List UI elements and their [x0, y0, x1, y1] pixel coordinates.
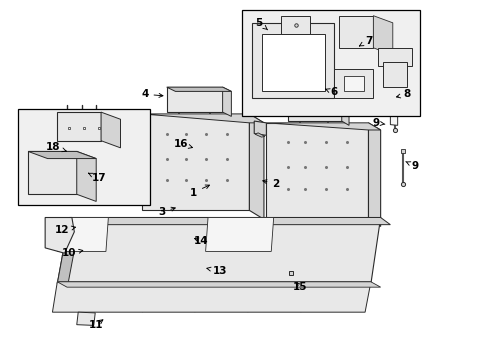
- Polygon shape: [57, 217, 380, 284]
- Polygon shape: [334, 69, 372, 98]
- Polygon shape: [101, 112, 120, 148]
- Polygon shape: [254, 121, 266, 135]
- Polygon shape: [287, 98, 348, 102]
- Polygon shape: [409, 93, 415, 111]
- Polygon shape: [251, 23, 334, 98]
- Polygon shape: [389, 116, 397, 125]
- Text: 1: 1: [189, 185, 209, 198]
- Polygon shape: [77, 312, 95, 325]
- Polygon shape: [344, 76, 363, 91]
- Polygon shape: [166, 87, 231, 91]
- Polygon shape: [385, 91, 409, 107]
- Text: 3: 3: [158, 207, 175, 217]
- Polygon shape: [266, 123, 368, 219]
- Polygon shape: [385, 91, 415, 96]
- Polygon shape: [255, 133, 264, 137]
- Text: 2: 2: [262, 179, 279, 189]
- Polygon shape: [52, 282, 370, 312]
- Polygon shape: [57, 217, 108, 251]
- Text: 4: 4: [141, 89, 163, 99]
- Text: 7: 7: [359, 36, 371, 46]
- Polygon shape: [281, 16, 309, 33]
- Text: 5: 5: [255, 18, 267, 30]
- Polygon shape: [166, 87, 222, 112]
- Polygon shape: [57, 282, 380, 287]
- Text: 8: 8: [396, 89, 410, 99]
- Polygon shape: [249, 114, 264, 219]
- Polygon shape: [77, 152, 96, 202]
- Polygon shape: [341, 98, 348, 125]
- Polygon shape: [382, 62, 407, 87]
- Polygon shape: [45, 217, 74, 253]
- Polygon shape: [222, 87, 231, 116]
- Polygon shape: [261, 33, 324, 91]
- Polygon shape: [57, 217, 79, 289]
- Text: 14: 14: [193, 236, 207, 246]
- Polygon shape: [377, 48, 411, 66]
- Polygon shape: [205, 217, 273, 251]
- Text: 10: 10: [62, 248, 82, 258]
- Text: 15: 15: [293, 282, 307, 292]
- Text: 6: 6: [325, 87, 337, 98]
- Text: 9: 9: [371, 118, 384, 128]
- Polygon shape: [142, 114, 264, 123]
- Text: 18: 18: [46, 142, 66, 152]
- Text: 12: 12: [55, 225, 75, 235]
- Polygon shape: [368, 123, 380, 226]
- Polygon shape: [69, 217, 389, 225]
- Polygon shape: [142, 114, 249, 210]
- Text: 17: 17: [88, 173, 106, 183]
- Text: 16: 16: [174, 139, 192, 149]
- Bar: [19, 109, 149, 205]
- Polygon shape: [372, 16, 392, 55]
- Polygon shape: [266, 123, 380, 130]
- Polygon shape: [370, 100, 387, 111]
- Polygon shape: [28, 152, 96, 158]
- Polygon shape: [57, 112, 101, 141]
- Bar: [242, 10, 419, 116]
- Text: 13: 13: [206, 266, 227, 276]
- Polygon shape: [28, 152, 77, 194]
- Polygon shape: [339, 16, 372, 48]
- Polygon shape: [287, 98, 341, 121]
- Text: 11: 11: [89, 320, 103, 330]
- Text: 9: 9: [405, 161, 417, 171]
